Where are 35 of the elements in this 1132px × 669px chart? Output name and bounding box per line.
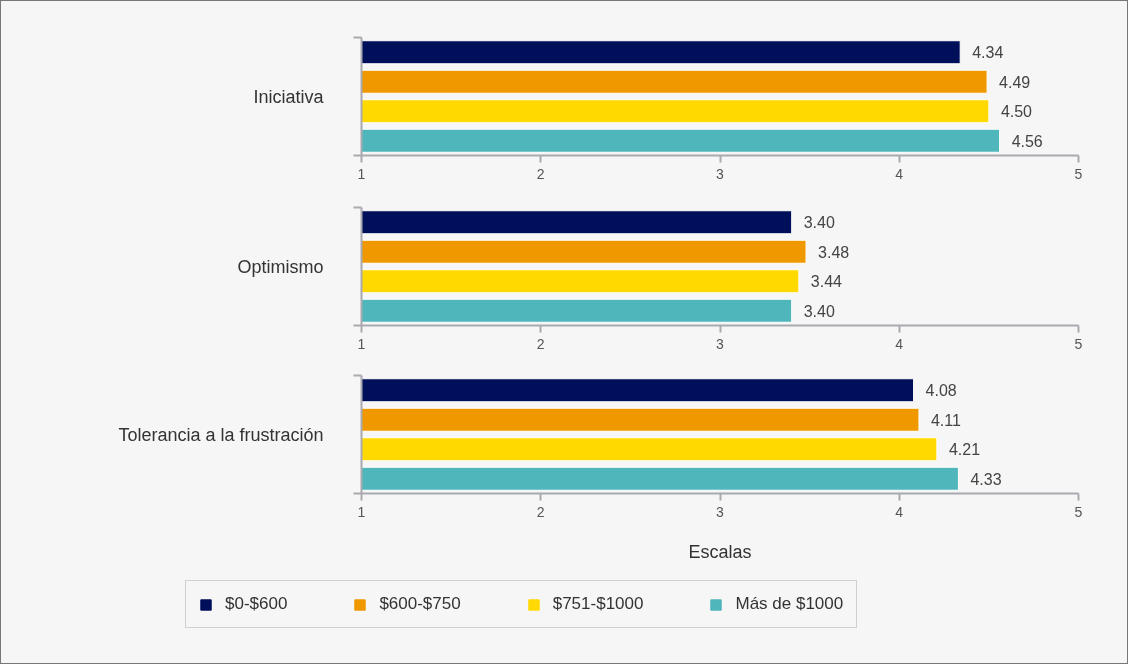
data-label: 4.34 bbox=[972, 44, 1004, 62]
data-label: 4.33 bbox=[970, 470, 1002, 488]
x-tick-label: 5 bbox=[1074, 165, 1083, 182]
x-tick-label: 2 bbox=[536, 503, 545, 520]
legend-label: $600-$750 bbox=[379, 594, 461, 614]
data-label: 3.40 bbox=[803, 214, 835, 232]
y-tick-label: Optimismo bbox=[237, 256, 324, 277]
legend-label: $0-$600 bbox=[225, 594, 288, 614]
x-tick-label: 2 bbox=[536, 165, 545, 182]
x-tick-label: 5 bbox=[1074, 503, 1083, 520]
x-tick-label: 1 bbox=[357, 335, 366, 352]
x-tick-label: 2 bbox=[536, 335, 545, 352]
x-tick-label: 4 bbox=[895, 335, 904, 352]
data-label: 3.44 bbox=[810, 273, 843, 291]
x-axis-title: Escalas bbox=[688, 541, 752, 562]
x-tick-label: 3 bbox=[716, 165, 725, 182]
x-tick-label: 5 bbox=[1074, 335, 1083, 352]
x-tick-label: 1 bbox=[357, 503, 366, 520]
data-label: 4.08 bbox=[925, 382, 957, 400]
data-label: 4.11 bbox=[930, 411, 962, 429]
data-label: 4.49 bbox=[999, 73, 1031, 91]
y-tick-label: Tolerancia a la frustración bbox=[118, 424, 324, 445]
data-label: 4.50 bbox=[1000, 103, 1033, 121]
data-label: 3.48 bbox=[818, 243, 850, 261]
x-tick-label: 4 bbox=[895, 165, 904, 182]
data-label: 4.56 bbox=[1011, 132, 1043, 150]
x-tick-label: 3 bbox=[716, 335, 725, 352]
legend-label: Más de $1000 bbox=[735, 594, 844, 614]
x-tick-label: 4 bbox=[895, 503, 904, 520]
y-tick-label: Iniciativa bbox=[253, 86, 325, 107]
data-label: 4.21 bbox=[948, 441, 981, 459]
data-label: 3.40 bbox=[803, 302, 835, 320]
legend-label: $751-$1000 bbox=[552, 594, 644, 614]
x-tick-label: 3 bbox=[716, 503, 725, 520]
x-tick-label: 1 bbox=[357, 165, 366, 182]
